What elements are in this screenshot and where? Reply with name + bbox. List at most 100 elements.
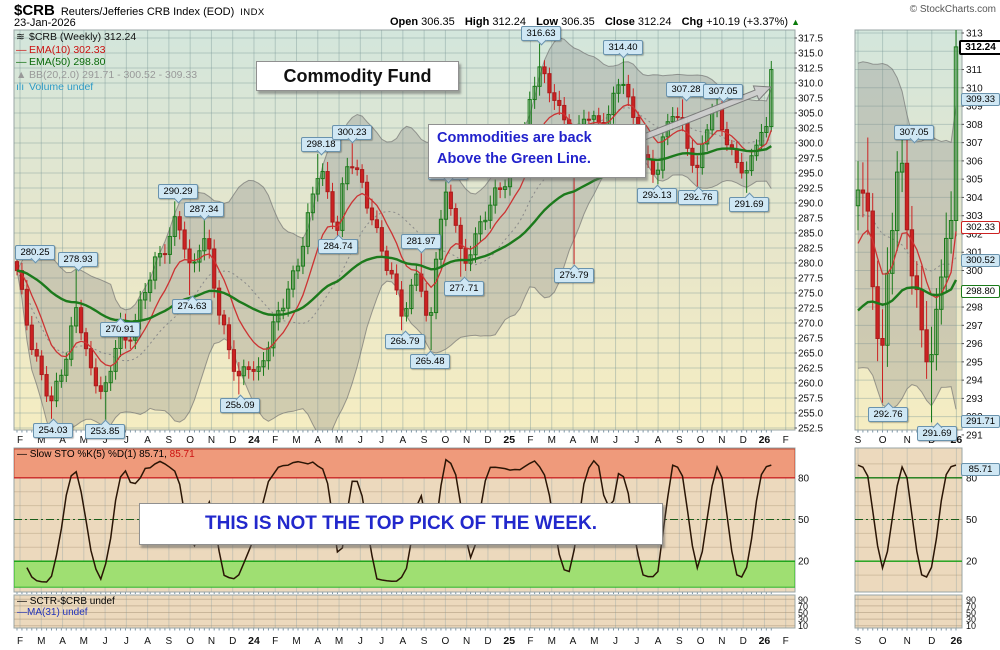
chart-header: $CRB Reuters/Jefferies CRB Index (EOD) IND… <box>14 2 265 20</box>
svg-text:252.5: 252.5 <box>798 424 823 435</box>
svg-text:80: 80 <box>966 473 978 484</box>
svg-text:J: J <box>379 636 384 647</box>
sto-value-callout: 85.71 <box>961 462 1000 476</box>
svg-text:M: M <box>37 435 45 446</box>
svg-text:A: A <box>655 435 662 446</box>
svg-text:M: M <box>548 636 556 647</box>
svg-text:F: F <box>527 636 533 647</box>
svg-text:J: J <box>379 435 384 446</box>
svg-text:30: 30 <box>966 615 976 625</box>
sctr-line-icon: — <box>17 596 27 607</box>
svg-text:O: O <box>879 435 887 446</box>
axis-value-callout: 309.33 <box>961 93 1000 107</box>
svg-text:70: 70 <box>966 601 976 611</box>
zoom-price-panel-content <box>855 30 962 430</box>
svg-text:30: 30 <box>798 615 808 625</box>
svg-text:J: J <box>103 435 108 446</box>
sctr-row: — SCTR-$CRB undef <box>17 596 115 607</box>
svg-text:277.5: 277.5 <box>798 274 823 285</box>
high-value: 312.24 <box>492 16 527 28</box>
svg-text:A: A <box>570 435 577 446</box>
svg-text:A: A <box>400 636 407 647</box>
svg-text:270.0: 270.0 <box>798 319 823 330</box>
svg-text:310: 310 <box>966 83 983 94</box>
svg-text:257.5: 257.5 <box>798 394 823 405</box>
main-price-panel <box>13 29 796 431</box>
svg-text:26: 26 <box>759 434 771 446</box>
low-label: Low <box>536 16 559 28</box>
svg-text:305.0: 305.0 <box>798 109 823 120</box>
svg-text:310.0: 310.0 <box>798 79 823 90</box>
svg-text:90: 90 <box>966 595 976 605</box>
svg-text:50: 50 <box>798 515 810 526</box>
price-callout: 316.63 <box>521 26 561 46</box>
svg-text:O: O <box>442 435 450 446</box>
svg-text:26: 26 <box>951 635 963 647</box>
svg-text:S: S <box>855 435 862 446</box>
svg-text:M: M <box>590 435 598 446</box>
svg-text:287.5: 287.5 <box>798 214 823 225</box>
svg-text:298: 298 <box>966 303 983 314</box>
svg-text:O: O <box>442 636 450 647</box>
main-sctr-panel <box>13 594 796 629</box>
svg-text:301: 301 <box>966 248 983 259</box>
svg-text:N: N <box>718 435 725 446</box>
svg-text:J: J <box>613 435 618 446</box>
axis-value-callout: 291.71 <box>961 414 1000 428</box>
svg-text:F: F <box>17 636 23 647</box>
legend-volume-row: ılı Volume undef <box>16 81 94 93</box>
ma31-row: —MA(31) undef <box>17 607 88 618</box>
oversold-zone <box>14 560 795 588</box>
axis-value-callout: 302.33 <box>961 220 1000 234</box>
svg-text:N: N <box>904 435 911 446</box>
svg-text:O: O <box>697 435 705 446</box>
svg-text:M: M <box>548 435 556 446</box>
svg-text:300.0: 300.0 <box>798 139 823 150</box>
price-callout: 268.79 <box>385 330 425 350</box>
svg-text:282.5: 282.5 <box>798 244 823 255</box>
svg-text:292.5: 292.5 <box>798 184 823 195</box>
ohlc-quote-bar: Open 306.35 High 312.24 Low 306.35 Close… <box>300 16 800 28</box>
svg-text:M: M <box>590 636 598 647</box>
open-value: 306.35 <box>421 16 455 28</box>
svg-text:N: N <box>463 636 470 647</box>
chart-title: Reuters/Jefferies CRB Index (EOD) <box>60 6 235 18</box>
axis-value-callout: 312.24 <box>959 39 1000 55</box>
svg-text:285.0: 285.0 <box>798 229 823 240</box>
price-callout-zoom: 292.76 <box>868 402 908 422</box>
svg-text:D: D <box>484 435 491 446</box>
svg-text:A: A <box>144 435 151 446</box>
axis-value-callout: 300.52 <box>961 254 1000 267</box>
svg-text:275.0: 275.0 <box>798 289 823 300</box>
price-callout: 265.48 <box>410 350 450 370</box>
svg-text:90: 90 <box>798 595 808 605</box>
svg-text:280.0: 280.0 <box>798 259 823 270</box>
svg-text:S: S <box>855 636 862 647</box>
open-label: Open <box>389 16 419 28</box>
svg-text:308: 308 <box>966 120 983 131</box>
sto-legend: — Slow STO %K(5) %D(1) 85.71, 85.71 <box>17 449 195 460</box>
sto-line <box>26 458 772 583</box>
svg-text:311: 311 <box>966 65 982 76</box>
svg-text:F: F <box>783 636 789 647</box>
svg-text:A: A <box>59 636 66 647</box>
svg-text:S: S <box>166 435 173 446</box>
price-callout: 284.74 <box>318 234 358 254</box>
svg-text:D: D <box>229 636 236 647</box>
svg-text:312.5: 312.5 <box>798 64 823 75</box>
svg-text:J: J <box>613 636 618 647</box>
legend-ema50-row: — EMA(50) 298.80 <box>16 56 106 68</box>
price-legend: ≋ $CRB (Weekly) 312.24 — EMA(10) 302.33 — E… <box>16 31 197 94</box>
svg-text:M: M <box>335 636 343 647</box>
price-callout-zoom: 307.05 <box>894 124 934 144</box>
svg-text:A: A <box>314 636 321 647</box>
price-callout: 270.91 <box>100 317 140 337</box>
svg-text:24: 24 <box>248 434 260 446</box>
svg-text:D: D <box>928 636 935 647</box>
commodity-fund-annotation: Commodity Fund <box>256 61 459 91</box>
overbought-zone <box>14 448 795 479</box>
zoom-sctr-panel <box>854 594 963 629</box>
svg-text:303: 303 <box>966 211 983 222</box>
bollinger-band-icon: ▲ <box>16 68 27 81</box>
svg-text:S: S <box>676 636 683 647</box>
